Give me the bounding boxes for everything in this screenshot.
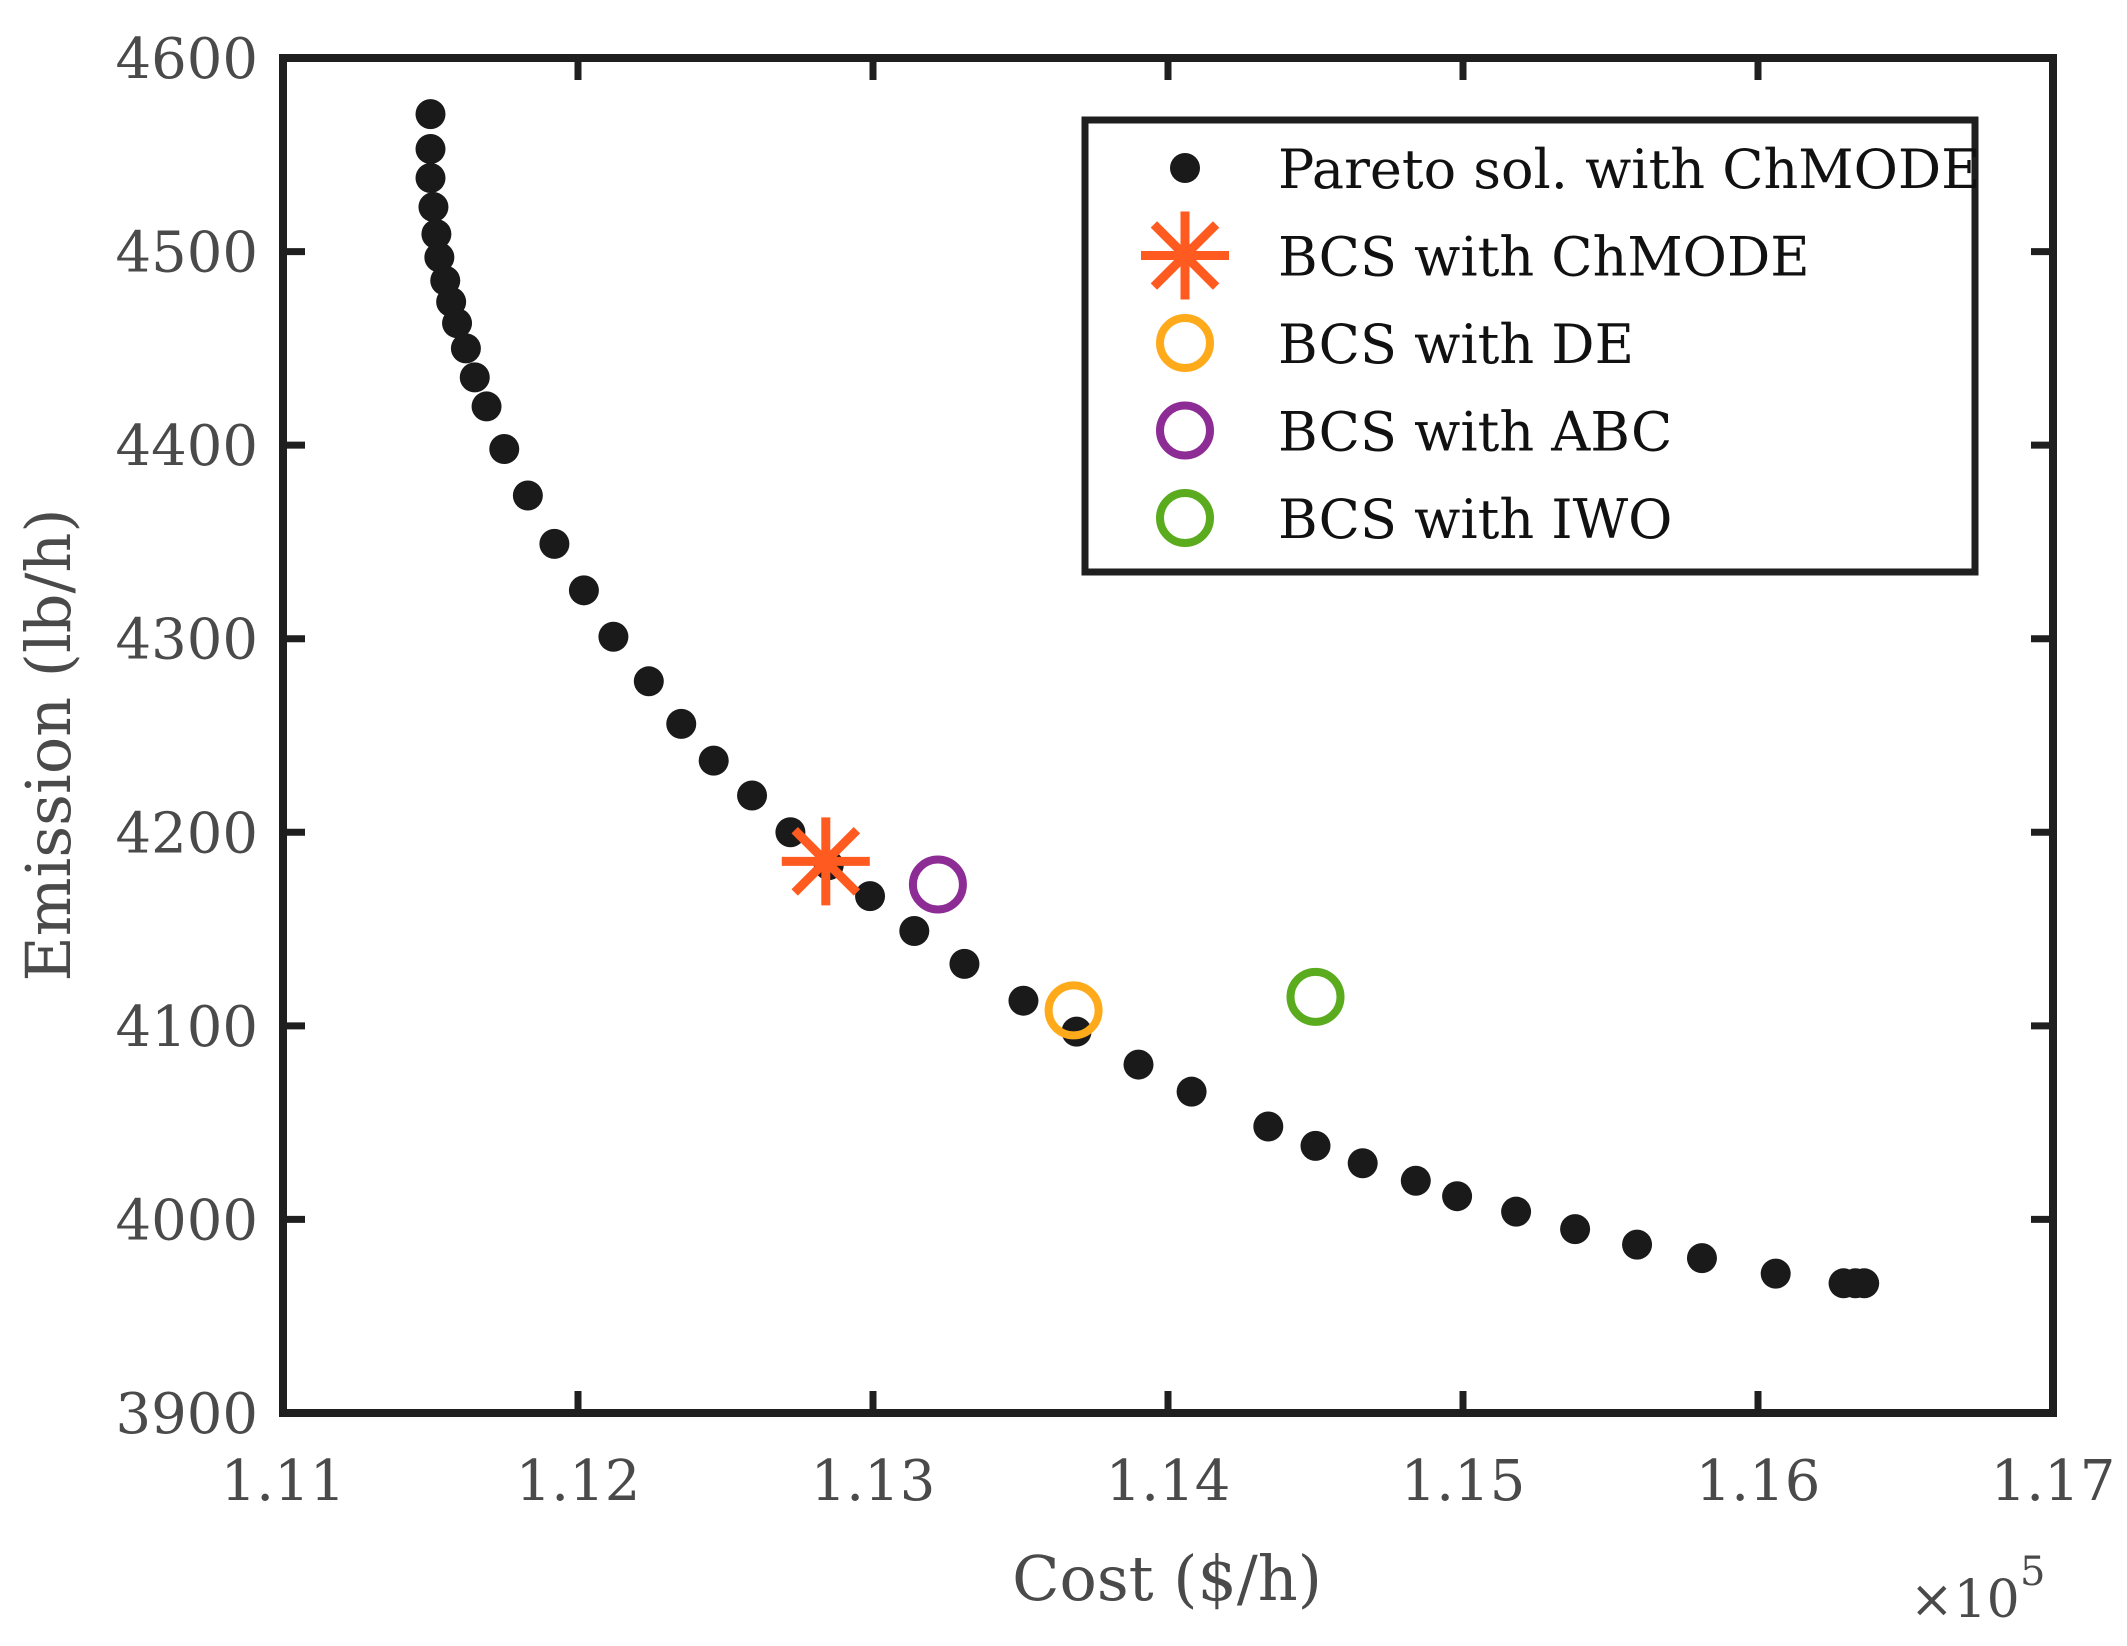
pareto-point xyxy=(1253,1111,1284,1142)
y-tick-label: 4200 xyxy=(115,801,258,866)
y-tick-label: 4500 xyxy=(115,221,258,286)
pareto-point xyxy=(418,192,449,223)
legend-label: BCS with IWO xyxy=(1278,488,1672,551)
bcs-point xyxy=(1044,981,1103,1040)
bcs-point xyxy=(908,855,967,914)
series-bcs-with-abc xyxy=(908,855,967,914)
pareto-point xyxy=(1760,1258,1791,1289)
x-multiplier-exponent: 5 xyxy=(2020,1549,2045,1595)
pareto-point xyxy=(949,948,980,979)
x-tick-label: 1.16 xyxy=(1696,1449,1821,1514)
pareto-point xyxy=(415,133,446,164)
y-tick-label: 4400 xyxy=(115,414,258,479)
legend-label: BCS with DE xyxy=(1278,313,1634,376)
pareto-point xyxy=(1849,1268,1880,1299)
series-pareto-sol-with-chmode xyxy=(415,99,1880,1299)
pareto-point xyxy=(539,528,570,559)
pareto-point xyxy=(1622,1229,1653,1260)
pareto-point xyxy=(1176,1076,1207,1107)
legend-item: BCS with ABC xyxy=(1156,401,1672,464)
pareto-point xyxy=(899,916,930,947)
pareto-point xyxy=(1300,1130,1331,1161)
plot-content xyxy=(415,99,1880,1299)
legend: Pareto sol. with ChMODE BCS with ChMODE BC… xyxy=(1081,116,1981,576)
x-tick-label: 1.11 xyxy=(221,1449,346,1514)
pareto-point xyxy=(1560,1214,1591,1245)
legend-label: BCS with ChMODE xyxy=(1278,226,1810,289)
legend-label: BCS with ABC xyxy=(1278,401,1672,464)
x-axis-label: Cost ($/h) xyxy=(1012,1542,1322,1615)
legend-marker xyxy=(1170,153,1200,183)
legend-item: BCS with DE xyxy=(1156,313,1634,376)
x-tick-label: 1.12 xyxy=(516,1449,641,1514)
y-tick-label: 4100 xyxy=(115,995,258,1060)
legend-marker xyxy=(1156,314,1214,372)
axis-ticks: 1.11 1.12 1.13 1.14 1.15 1.16 1.17 3900 4000 4100… xyxy=(115,27,2115,1514)
pareto-point xyxy=(737,780,768,811)
pareto-point xyxy=(598,621,629,652)
x-tick-label: 1.15 xyxy=(1401,1449,1526,1514)
legend-marker xyxy=(1156,401,1214,460)
legend-label: Pareto sol. with ChMODE xyxy=(1278,138,1981,201)
pareto-point xyxy=(1686,1243,1717,1274)
pareto-point xyxy=(855,881,886,912)
legend-item: BCS with ChMODE xyxy=(1141,211,1810,300)
pareto-point xyxy=(1008,985,1039,1016)
y-axis-label: Emission (lb/h) xyxy=(12,508,85,981)
pareto-point xyxy=(1442,1181,1473,1212)
legend-box xyxy=(1081,116,1979,576)
pareto-point xyxy=(568,575,599,606)
plot-frame xyxy=(279,54,2057,1417)
x-multiplier-label: ×10 xyxy=(1910,1570,2020,1630)
pareto-point xyxy=(666,708,697,739)
pareto-point xyxy=(489,434,520,465)
pareto-point xyxy=(471,391,502,422)
pareto-point xyxy=(421,219,452,250)
legend-item: Pareto sol. with ChMODE xyxy=(1170,138,1981,201)
x-tick-label: 1.13 xyxy=(811,1449,936,1514)
series-bcs-with-de xyxy=(1044,981,1103,1040)
bcs-point xyxy=(1286,967,1345,1026)
pareto-point xyxy=(633,666,664,697)
legend-marker xyxy=(1141,211,1229,300)
bcs-point xyxy=(781,817,870,906)
pareto-point xyxy=(1501,1196,1532,1227)
y-tick-label: 4600 xyxy=(115,27,258,92)
legend-marker xyxy=(1156,489,1214,547)
y-tick-label: 3900 xyxy=(115,1382,258,1447)
pareto-point xyxy=(775,817,806,848)
pareto-point xyxy=(512,480,543,511)
legend-item: BCS with IWO xyxy=(1156,488,1672,551)
pareto-point xyxy=(459,362,490,393)
pareto-point xyxy=(415,163,446,194)
pareto-point xyxy=(415,99,446,130)
pareto-point xyxy=(1347,1148,1378,1179)
series-bcs-with-chmode xyxy=(781,817,870,906)
legend-marker-stroke xyxy=(1150,221,1220,290)
x-tick-label: 1.17 xyxy=(1991,1449,2116,1514)
y-tick-label: 4300 xyxy=(115,608,258,673)
y-tick-label: 4000 xyxy=(115,1188,258,1253)
x-tick-label: 1.14 xyxy=(1106,1449,1231,1514)
pareto-point xyxy=(698,745,729,776)
pareto-point xyxy=(1400,1165,1431,1196)
series-bcs-with-iwo xyxy=(1286,967,1345,1026)
pareto-point xyxy=(1123,1049,1154,1080)
pareto-point xyxy=(450,333,481,364)
bcs-point-stroke xyxy=(791,827,861,896)
pareto-point xyxy=(424,242,455,273)
pareto-point xyxy=(442,308,473,339)
